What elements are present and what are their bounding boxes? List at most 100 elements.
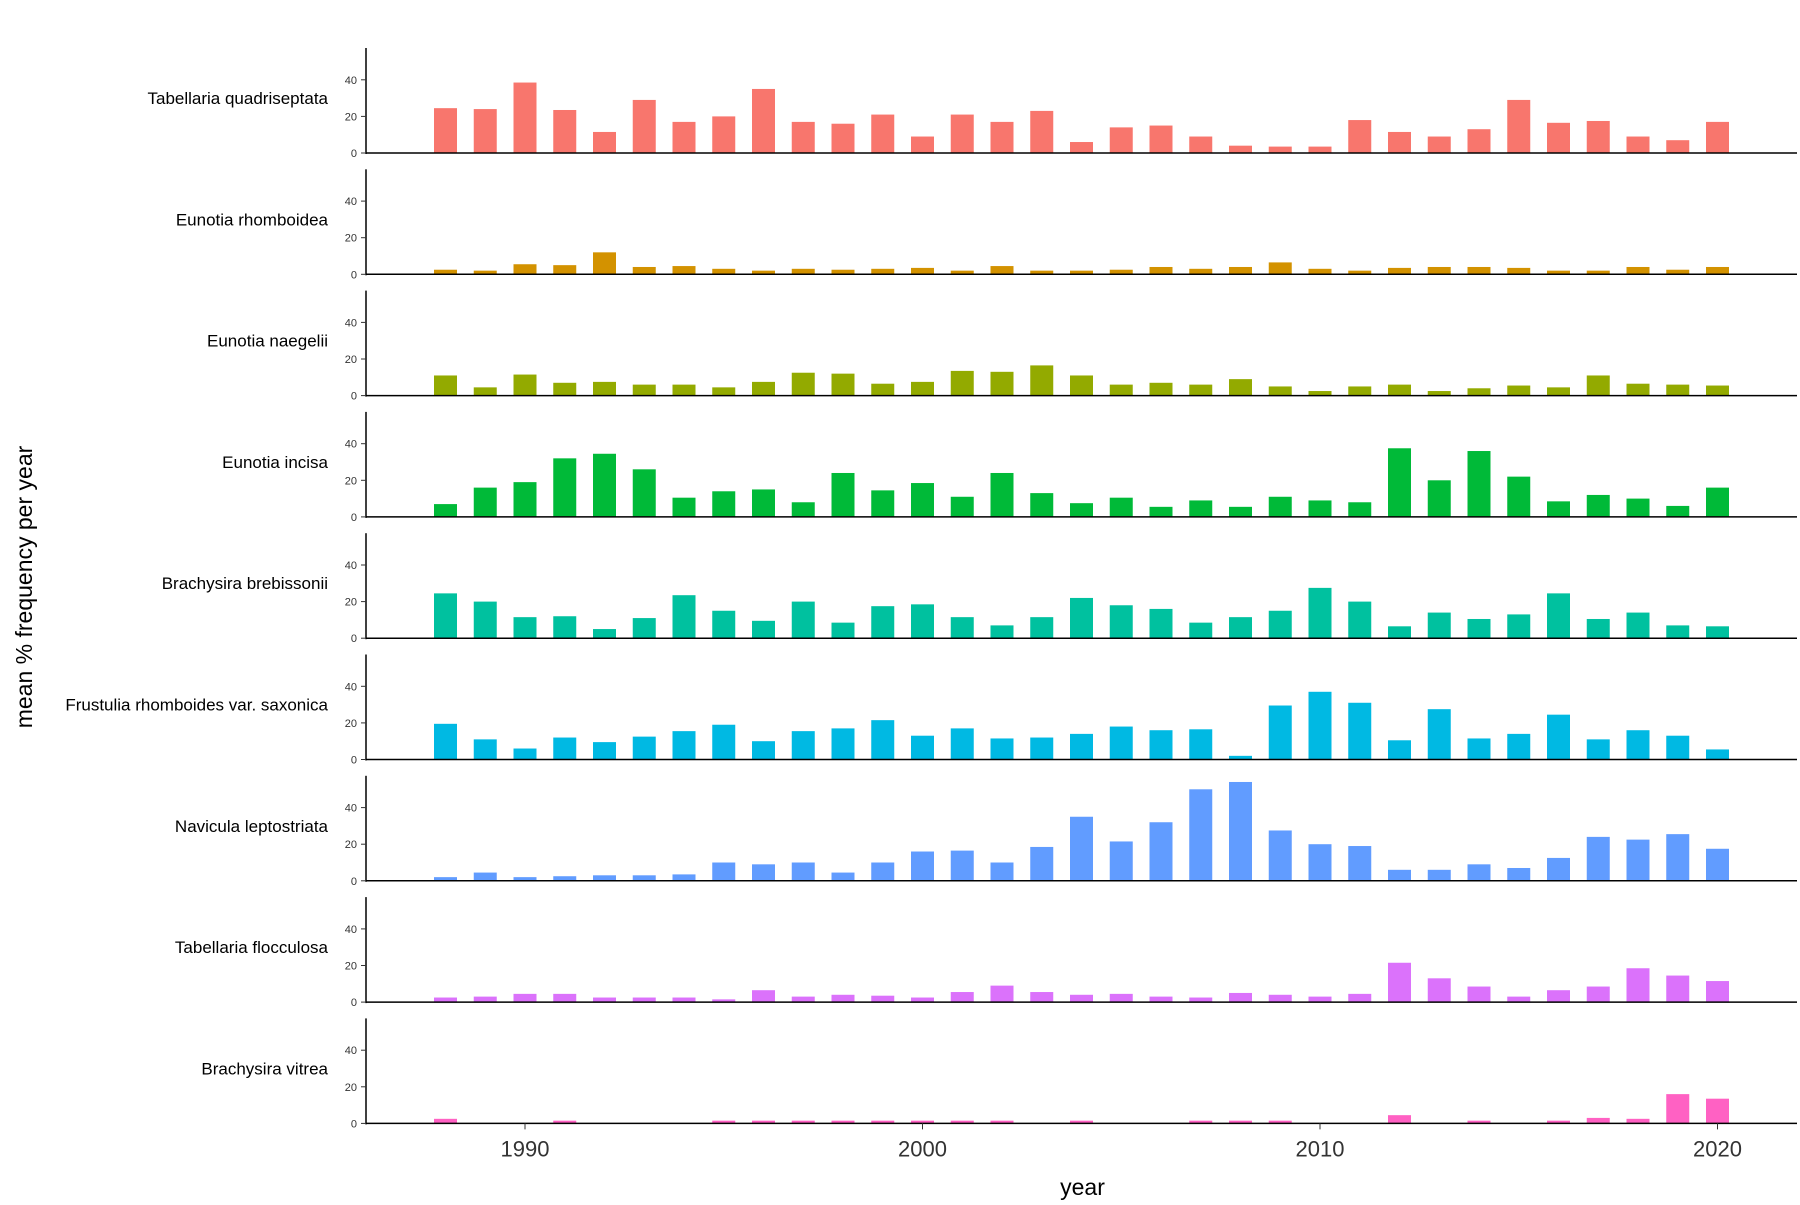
bar-tabellaria-flocculosa-1989 <box>473 996 497 1003</box>
bar-eunotia-naegelii-1990 <box>513 374 537 396</box>
bar-brachysira-vitrea-1997 <box>791 1120 815 1124</box>
panel-y-tick-label: 40 <box>345 75 357 87</box>
bar-brachysira-brebissonii-2018 <box>1626 612 1650 639</box>
bar-brachysira-brebissonii-1998 <box>831 622 855 639</box>
panel-series-label: Frustulia rhomboides var. saxonica <box>65 696 328 715</box>
bar-tabellaria-quadriseptata-2004 <box>1070 142 1093 153</box>
panel-y-tick-label: 0 <box>351 997 357 1009</box>
bar-navicula-leptostriata-2000 <box>911 851 934 881</box>
x-axis-title: year <box>1060 1174 1105 1200</box>
bar-brachysira-vitrea-2017 <box>1586 1117 1610 1124</box>
bar-tabellaria-quadriseptata-2006 <box>1149 125 1173 153</box>
bar-eunotia-incisa-1999 <box>871 490 895 517</box>
bar-tabellaria-flocculosa-2001 <box>950 992 974 1003</box>
bar-eunotia-incisa-2003 <box>1030 493 1054 517</box>
bar-tabellaria-flocculosa-2003 <box>1030 992 1054 1003</box>
panel-y-tick-label: 20 <box>345 839 357 851</box>
bar-navicula-leptostriata-2002 <box>990 862 1014 881</box>
bar-navicula-leptostriata-2006 <box>1149 822 1173 881</box>
bar-tabellaria-flocculosa-2020 <box>1706 981 1729 1003</box>
bar-frustulia-rhomboides-var-saxonica-2013 <box>1427 709 1451 760</box>
bar-brachysira-vitrea-1996 <box>752 1120 775 1124</box>
bar-eunotia-rhomboidea-2004 <box>1070 270 1093 275</box>
bar-eunotia-incisa-2020 <box>1706 487 1729 517</box>
panel-y-tick-label: 40 <box>345 439 357 451</box>
bar-tabellaria-flocculosa-1991 <box>553 993 577 1003</box>
bar-eunotia-naegelii-2015 <box>1507 385 1531 396</box>
bar-tabellaria-flocculosa-2004 <box>1070 994 1093 1003</box>
bar-tabellaria-quadriseptata-2013 <box>1427 136 1451 153</box>
bar-eunotia-incisa-2017 <box>1586 494 1610 517</box>
bar-tabellaria-flocculosa-2018 <box>1626 968 1650 1003</box>
bar-brachysira-brebissonii-2020 <box>1706 626 1729 639</box>
panel-y-tick-label: 20 <box>345 354 357 366</box>
bar-navicula-leptostriata-1997 <box>791 862 815 881</box>
bar-eunotia-incisa-2011 <box>1348 502 1372 517</box>
bar-eunotia-incisa-1996 <box>752 489 775 517</box>
bar-brachysira-brebissonii-2011 <box>1348 601 1372 639</box>
bar-tabellaria-quadriseptata-1992 <box>593 131 616 153</box>
bar-tabellaria-flocculosa-2006 <box>1149 996 1173 1003</box>
bar-eunotia-incisa-2004 <box>1070 503 1093 517</box>
bar-eunotia-incisa-1995 <box>712 491 736 517</box>
bar-brachysira-brebissonii-2012 <box>1388 626 1411 639</box>
panel-y-tick-label: 40 <box>345 681 357 693</box>
panel-y-tick-label: 20 <box>345 475 357 487</box>
bar-brachysira-vitrea-2020 <box>1706 1098 1729 1124</box>
bar-tabellaria-flocculosa-1988 <box>434 997 457 1003</box>
bar-navicula-leptostriata-2014 <box>1467 864 1491 881</box>
bar-eunotia-naegelii-2006 <box>1149 382 1173 396</box>
bar-brachysira-brebissonii-1991 <box>553 616 577 639</box>
bar-frustulia-rhomboides-var-saxonica-2004 <box>1070 733 1093 760</box>
bar-eunotia-naegelii-1997 <box>791 372 815 396</box>
bar-eunotia-incisa-2013 <box>1427 480 1451 517</box>
y-axis-title: mean % frequency per year <box>11 445 37 728</box>
panel-y-tick-label: 20 <box>345 597 357 609</box>
bar-eunotia-rhomboidea-2001 <box>950 270 974 275</box>
bar-navicula-leptostriata-2009 <box>1268 830 1292 881</box>
panel-y-tick-label: 40 <box>345 924 357 936</box>
bar-navicula-leptostriata-1990 <box>513 877 537 881</box>
bar-frustulia-rhomboides-var-saxonica-2016 <box>1547 714 1570 760</box>
bar-tabellaria-flocculosa-1999 <box>871 995 895 1003</box>
bar-eunotia-naegelii-2010 <box>1308 391 1332 396</box>
bar-brachysira-brebissonii-2009 <box>1268 610 1292 639</box>
bar-frustulia-rhomboides-var-saxonica-2011 <box>1348 702 1372 760</box>
bar-eunotia-rhomboidea-2007 <box>1189 268 1213 275</box>
bar-brachysira-vitrea-2019 <box>1666 1094 1690 1124</box>
bar-brachysira-brebissonii-2019 <box>1666 625 1690 639</box>
bar-navicula-leptostriata-2005 <box>1109 841 1133 881</box>
panel-series-label: Eunotia naegelii <box>207 332 328 351</box>
bar-frustulia-rhomboides-var-saxonica-1997 <box>791 731 815 760</box>
x-axis-tick-label: 2000 <box>898 1136 947 1161</box>
bar-brachysira-vitrea-2009 <box>1268 1120 1292 1124</box>
bar-eunotia-incisa-1992 <box>593 453 616 517</box>
bar-tabellaria-quadriseptata-2009 <box>1268 146 1292 153</box>
panel-y-tick-label: 0 <box>351 755 357 767</box>
bar-brachysira-vitrea-1995 <box>712 1120 736 1124</box>
bar-tabellaria-quadriseptata-1997 <box>791 121 815 153</box>
bar-frustulia-rhomboides-var-saxonica-1994 <box>672 731 696 760</box>
bar-tabellaria-quadriseptata-2020 <box>1706 121 1729 153</box>
bar-navicula-leptostriata-1992 <box>593 875 616 881</box>
bar-tabellaria-flocculosa-2011 <box>1348 993 1372 1003</box>
panel-series-label: Brachysira vitrea <box>201 1059 328 1078</box>
bar-eunotia-naegelii-2017 <box>1586 375 1610 396</box>
panel-y-tick-label: 0 <box>351 269 357 281</box>
bar-eunotia-naegelii-1998 <box>831 373 855 396</box>
bar-eunotia-naegelii-1994 <box>672 384 696 396</box>
bar-eunotia-incisa-1993 <box>632 469 656 517</box>
bar-eunotia-rhomboidea-2013 <box>1427 266 1451 275</box>
bar-tabellaria-quadriseptata-2010 <box>1308 146 1332 153</box>
bar-eunotia-rhomboidea-2017 <box>1586 270 1610 275</box>
bar-eunotia-naegelii-2005 <box>1109 384 1133 396</box>
bar-eunotia-incisa-2005 <box>1109 497 1133 517</box>
panel-series-label: Eunotia rhomboidea <box>176 210 329 229</box>
bar-navicula-leptostriata-2015 <box>1507 867 1531 881</box>
bar-eunotia-naegelii-1989 <box>473 387 497 396</box>
panel-y-tick-label: 0 <box>351 633 357 645</box>
bar-eunotia-rhomboidea-2000 <box>911 267 934 275</box>
bar-navicula-leptostriata-2001 <box>950 850 974 881</box>
bar-brachysira-brebissonii-1993 <box>632 618 656 639</box>
bar-eunotia-rhomboidea-2003 <box>1030 270 1054 275</box>
